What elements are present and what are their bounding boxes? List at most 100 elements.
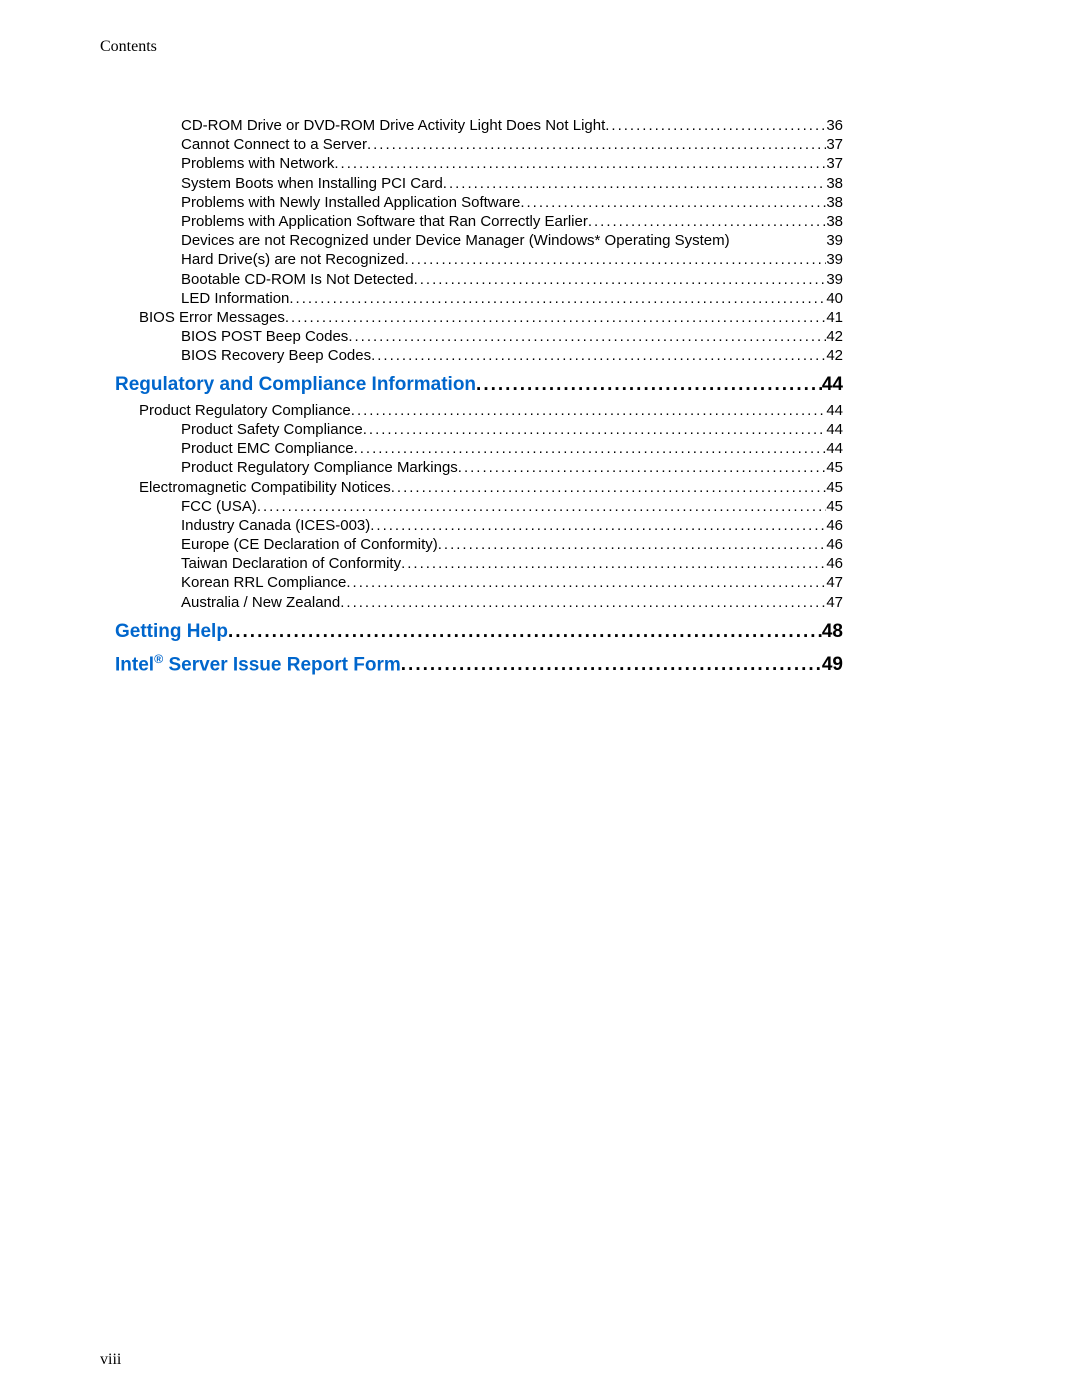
toc-leader-dots xyxy=(354,439,827,458)
toc-entry-page: 47 xyxy=(826,593,843,612)
toc-entry-page: 42 xyxy=(826,327,843,346)
toc-leader-dots xyxy=(363,420,827,439)
toc-entry-page: 46 xyxy=(826,535,843,554)
toc-entry: Europe (CE Declaration of Conformity) 46 xyxy=(115,535,843,554)
toc-entry-page: 46 xyxy=(826,516,843,535)
toc-entry-page: 44 xyxy=(826,401,843,420)
toc-entry-page: 38 xyxy=(826,212,843,231)
toc-entry-title: Europe (CE Declaration of Conformity) xyxy=(181,535,438,554)
toc-leader-dots xyxy=(476,373,822,397)
toc-entry: Problems with Application Software that … xyxy=(115,212,843,231)
toc-leader-dots xyxy=(370,516,826,535)
toc-entry-page: 44 xyxy=(826,420,843,439)
toc-entry-title: Hard Drive(s) are not Recognized xyxy=(181,250,404,269)
toc-entry-page: 39 xyxy=(826,270,843,289)
toc-entry: Hard Drive(s) are not Recognized 39 xyxy=(115,250,843,269)
toc-leader-dots xyxy=(401,653,822,677)
toc-entry-title: Cannot Connect to a Server xyxy=(181,135,367,154)
toc-entry-title: FCC (USA) xyxy=(181,497,257,516)
toc-entry-title: Industry Canada (ICES-003) xyxy=(181,516,370,535)
toc-leader-dots xyxy=(438,535,827,554)
toc-entry-title: Australia / New Zealand xyxy=(181,593,340,612)
toc-leader-dots xyxy=(348,327,826,346)
toc-leader-dots xyxy=(371,346,826,365)
toc-leader-dots xyxy=(346,573,826,592)
toc-leader-dots xyxy=(414,270,827,289)
toc-entry-page: 45 xyxy=(826,497,843,516)
toc-leader-dots xyxy=(228,620,822,644)
toc-entry-title: Devices are not Recognized under Device … xyxy=(181,231,730,250)
toc-entry-page: 41 xyxy=(826,308,843,327)
toc-entry: Product EMC Compliance44 xyxy=(115,439,843,458)
toc-entry-title: Problems with Newly Installed Applicatio… xyxy=(181,193,520,212)
toc-leader-dots xyxy=(458,458,827,477)
toc-entry: BIOS Recovery Beep Codes 42 xyxy=(115,346,843,365)
toc-entry-title: Electromagnetic Compatibility Notices xyxy=(139,478,391,497)
toc-entry-page: 46 xyxy=(826,554,843,573)
toc-entry-title: BIOS Recovery Beep Codes xyxy=(181,346,371,365)
toc-leader-dots xyxy=(588,212,826,231)
toc-entry-title: BIOS POST Beep Codes xyxy=(181,327,348,346)
table-of-contents: CD-ROM Drive or DVD-ROM Drive Activity L… xyxy=(115,116,843,681)
toc-leader-dots xyxy=(443,174,827,193)
toc-entry-title: Intel® Server Issue Report Form xyxy=(115,652,401,678)
page-number: viii xyxy=(100,1351,121,1369)
toc-entry-page: 49 xyxy=(822,653,843,677)
toc-entry-title: CD-ROM Drive or DVD-ROM Drive Activity L… xyxy=(181,116,605,135)
toc-entry-page: 39 xyxy=(826,250,843,269)
toc-entry-title: Product EMC Compliance xyxy=(181,439,354,458)
toc-entry-page: 45 xyxy=(826,458,843,477)
toc-entry-page: 39 xyxy=(826,231,843,250)
toc-entry: Product Safety Compliance44 xyxy=(115,420,843,439)
toc-entry-title: Product Regulatory Compliance Markings xyxy=(181,458,458,477)
toc-entry: Cannot Connect to a Server 37 xyxy=(115,135,843,154)
toc-entry: LED Information 40 xyxy=(115,289,843,308)
toc-entry[interactable]: Regulatory and Compliance Information 44 xyxy=(115,373,843,397)
toc-entry: Devices are not Recognized under Device … xyxy=(115,231,843,250)
toc-entry: Industry Canada (ICES-003) 46 xyxy=(115,516,843,535)
toc-entry: CD-ROM Drive or DVD-ROM Drive Activity L… xyxy=(115,116,843,135)
toc-entry-title: LED Information xyxy=(181,289,289,308)
toc-entry: Korean RRL Compliance 47 xyxy=(115,573,843,592)
toc-entry: Problems with Network 37 xyxy=(115,154,843,173)
toc-entry-page: 48 xyxy=(822,620,843,644)
toc-entry-title: Korean RRL Compliance xyxy=(181,573,346,592)
toc-entry-page: 37 xyxy=(826,154,843,173)
toc-entry: Taiwan Declaration of Conformity 46 xyxy=(115,554,843,573)
toc-entry: Electromagnetic Compatibility Notices 45 xyxy=(115,478,843,497)
toc-leader-dots xyxy=(367,135,826,154)
toc-entry-title: Problems with Application Software that … xyxy=(181,212,588,231)
contents-header: Contents xyxy=(100,38,157,56)
toc-leader-dots xyxy=(289,289,826,308)
toc-entry-title: BIOS Error Messages xyxy=(139,308,285,327)
toc-entry-page: 45 xyxy=(826,478,843,497)
toc-leader-dots xyxy=(605,116,826,135)
toc-entry: Product Regulatory Compliance 44 xyxy=(115,401,843,420)
toc-entry[interactable]: Intel® Server Issue Report Form 49 xyxy=(115,652,843,678)
toc-entry-page: 37 xyxy=(826,135,843,154)
toc-entry-page: 42 xyxy=(826,346,843,365)
toc-entry: BIOS Error Messages 41 xyxy=(115,308,843,327)
toc-entry: Product Regulatory Compliance Markings 4… xyxy=(115,458,843,477)
toc-entry-title: Bootable CD-ROM Is Not Detected xyxy=(181,270,414,289)
toc-entry[interactable]: Getting Help 48 xyxy=(115,620,843,644)
toc-entry-page: 40 xyxy=(826,289,843,308)
toc-leader-dots xyxy=(391,478,827,497)
toc-entry-page: 38 xyxy=(826,174,843,193)
toc-entry-title: Problems with Network xyxy=(181,154,334,173)
toc-entry: System Boots when Installing PCI Card 38 xyxy=(115,174,843,193)
toc-entry: Australia / New Zealand 47 xyxy=(115,593,843,612)
toc-entry: Bootable CD-ROM Is Not Detected 39 xyxy=(115,270,843,289)
toc-entry-title: Getting Help xyxy=(115,620,228,644)
toc-entry-page: 38 xyxy=(826,193,843,212)
toc-leader-dots xyxy=(340,593,826,612)
toc-leader-dots xyxy=(401,554,826,573)
toc-entry: Problems with Newly Installed Applicatio… xyxy=(115,193,843,212)
toc-leader-dots xyxy=(404,250,826,269)
toc-entry-title: Regulatory and Compliance Information xyxy=(115,373,476,397)
toc-entry-title: Taiwan Declaration of Conformity xyxy=(181,554,401,573)
toc-leader-dots xyxy=(334,154,826,173)
toc-leader-dots xyxy=(257,497,826,516)
toc-entry-page: 47 xyxy=(826,573,843,592)
toc-entry-title: System Boots when Installing PCI Card xyxy=(181,174,443,193)
